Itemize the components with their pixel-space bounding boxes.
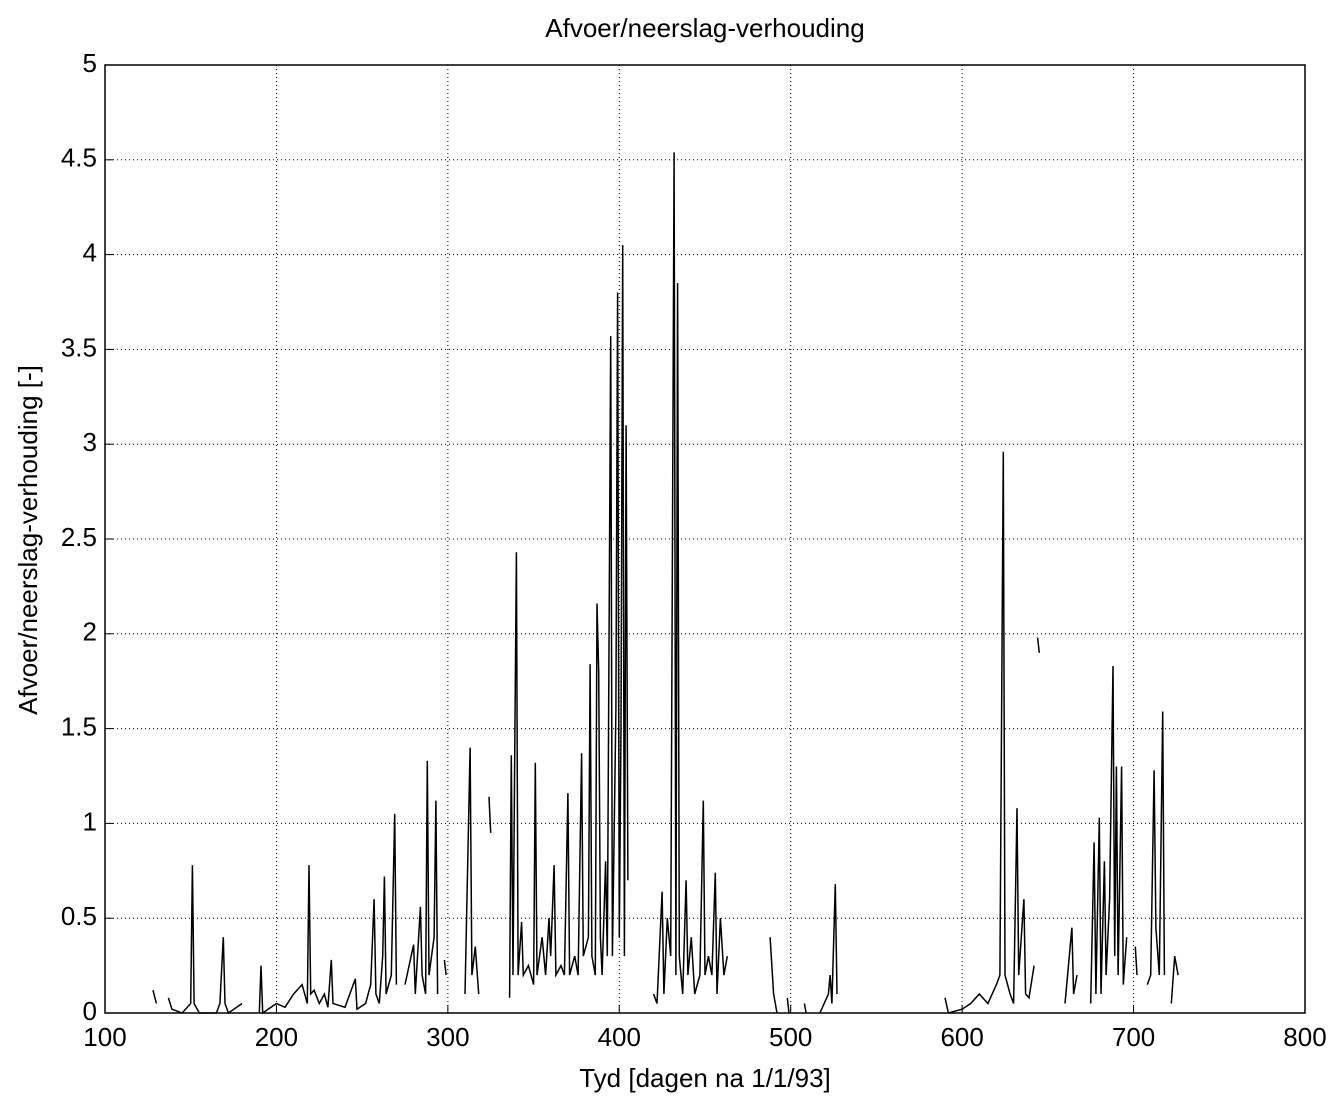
y-tick-label: 0 [83, 996, 97, 1026]
data-line [152, 152, 1179, 1015]
y-tick-label: 4.5 [61, 143, 97, 173]
y-axis-label: Afvoer/neerslag-verhouding [-] [13, 365, 43, 715]
y-tick-label: 3 [83, 427, 97, 457]
x-axis-label: Tyd [dagen na 1/1/93] [579, 1063, 831, 1093]
x-tick-label: 800 [1283, 1022, 1326, 1052]
y-tick-label: 4 [83, 237, 97, 267]
x-tick-label: 400 [598, 1022, 641, 1052]
chart-title: Afvoer/neerslag-verhouding [545, 13, 864, 43]
y-tick-label: 0.5 [61, 901, 97, 931]
x-tick-label: 500 [769, 1022, 812, 1052]
y-tick-label: 1 [83, 806, 97, 836]
x-tick-label: 600 [940, 1022, 983, 1052]
x-tick-label: 200 [255, 1022, 298, 1052]
x-tick-label: 100 [83, 1022, 126, 1052]
y-tick-label: 3.5 [61, 332, 97, 362]
y-tick-label: 2 [83, 617, 97, 647]
y-tick-label: 5 [83, 48, 97, 78]
y-tick-label: 2.5 [61, 522, 97, 552]
x-tick-label: 300 [426, 1022, 469, 1052]
y-tick-label: 1.5 [61, 711, 97, 741]
x-tick-label: 700 [1112, 1022, 1155, 1052]
plot-frame [104, 64, 1306, 1014]
